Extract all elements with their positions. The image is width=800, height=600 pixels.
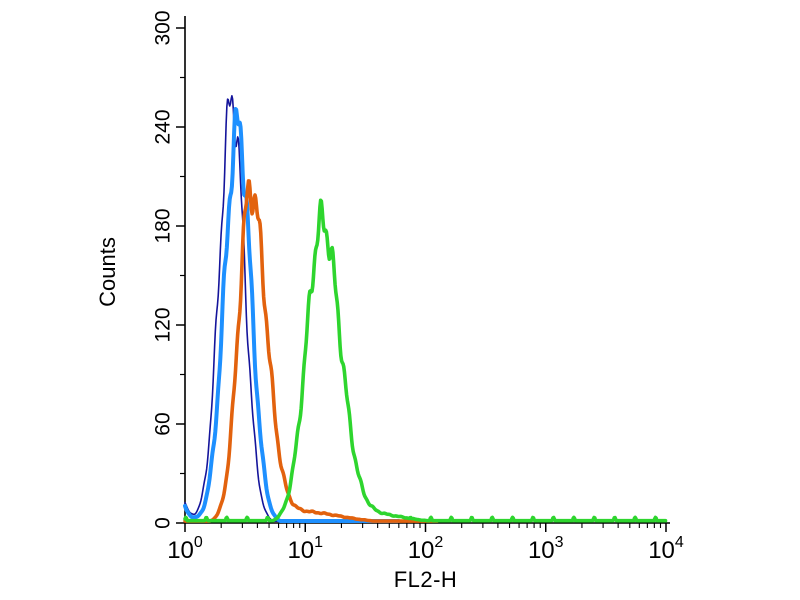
y-tick-label: 180 [152,208,175,243]
x-tick-label: 102 [408,534,444,564]
y-tick-label: 120 [152,307,175,342]
x-tick-label: 104 [648,534,684,564]
series-green-sample [183,198,668,523]
series-orange-sample [183,179,440,523]
y-tick-label: 300 [152,10,175,45]
y-tick-label: 0 [152,517,175,529]
x-tick-label: 103 [528,534,564,564]
x-tick-label: 101 [287,534,323,564]
axes-frame [184,16,670,524]
x-axis-title: FL2-H [393,567,458,592]
y-tick-label: 60 [152,412,175,435]
y-tick-label: 240 [152,109,175,144]
x-tick-label: 100 [167,534,203,564]
y-axis-title: Counts [95,237,120,307]
